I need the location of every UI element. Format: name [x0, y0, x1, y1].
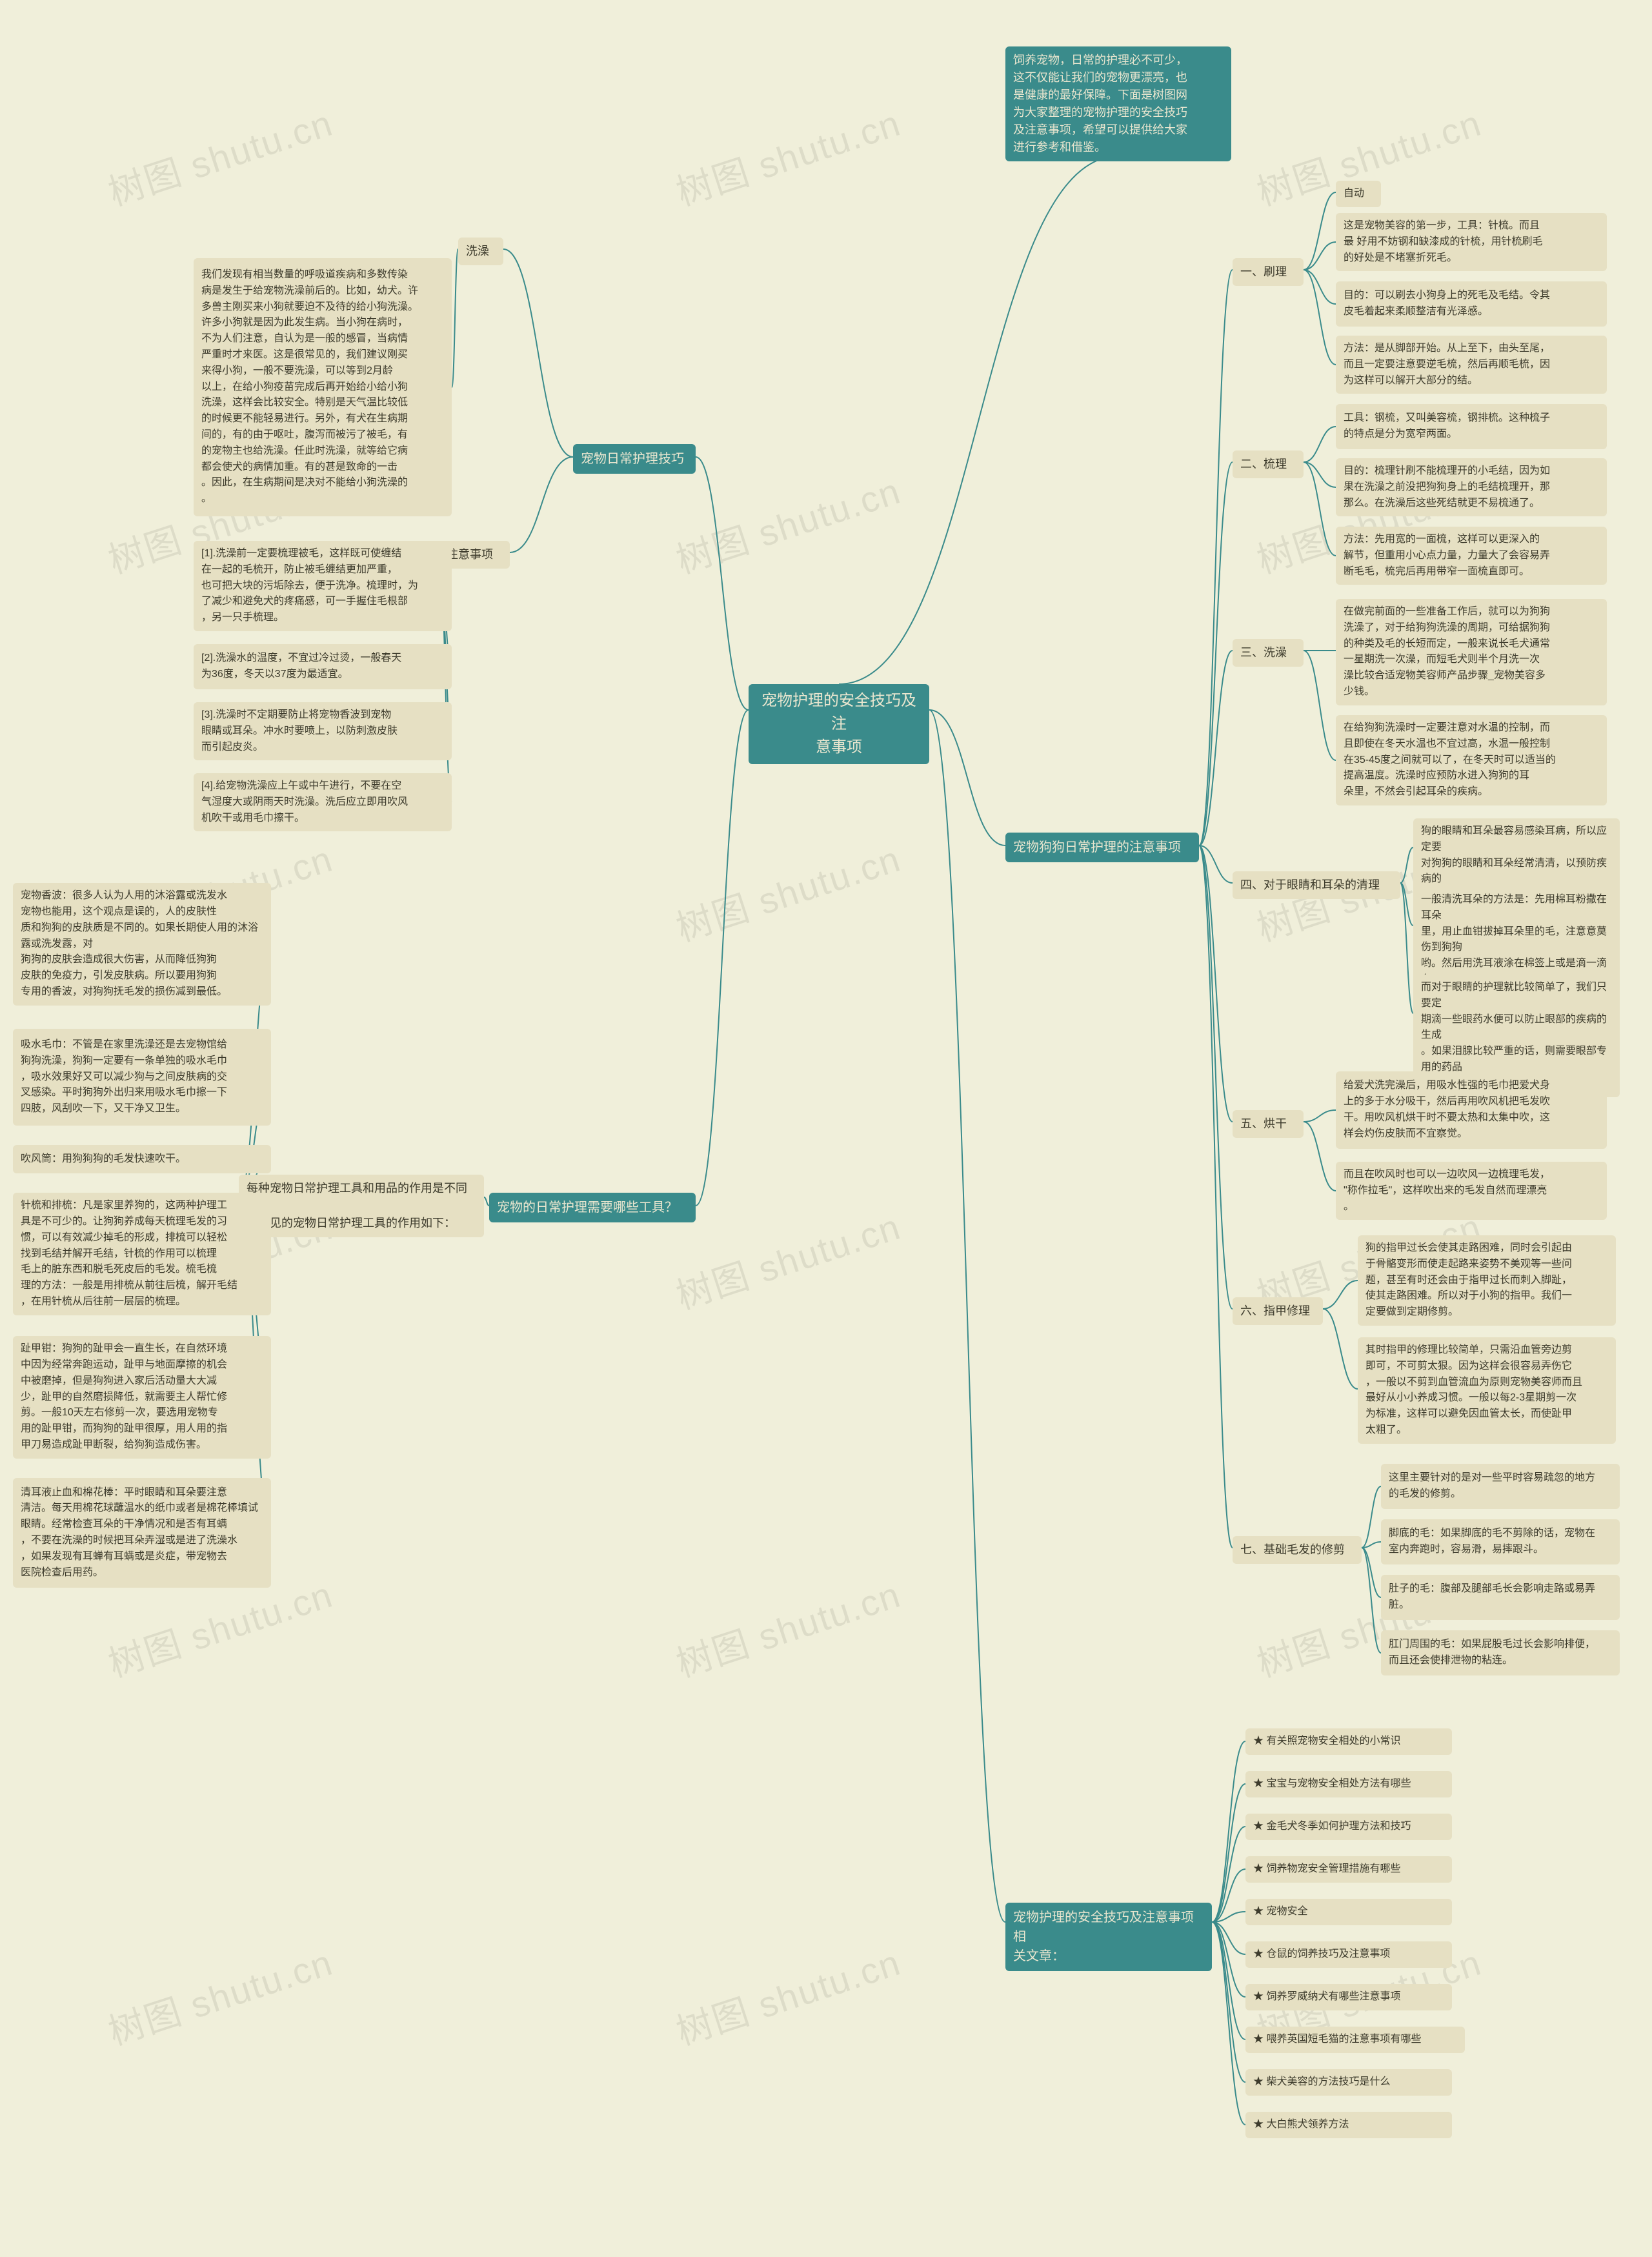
right-leaf-0-1-0: 工具：钢梳，又叫美容梳，钢排梳。这种梳子 的特点是分为宽窄两面。: [1336, 404, 1607, 449]
left-leaf-0-0-0: 我们发现有相当数量的呼吸道疾病和多数传染 病是发生于给宠物洗澡前后的。比如，幼犬…: [194, 258, 452, 516]
right-branch-leaf-1-9: ★ 大白熊犬领养方法: [1245, 2112, 1452, 2138]
right-leaf-0-5-1: 其时指甲的修理比较简单，只需沿血管旁边剪 即可，不可剪太狠。因为这样会很容易弄伤…: [1358, 1337, 1616, 1444]
intro-note: 饲养宠物，日常的护理必不可少， 这不仅能让我们的宠物更漂亮，也 是健康的最好保障…: [1005, 46, 1231, 161]
right-leaf-0-0-0: 自动: [1336, 181, 1381, 207]
right-leaf-0-6-3: 肛门周围的毛：如果屁股毛过长会影响排便， 而且还会使排泄物的粘连。: [1381, 1630, 1620, 1675]
right-branch-leaf-1-8: ★ 柴犬美容的方法技巧是什么: [1245, 2069, 1452, 2096]
watermark: 树图 shutu.cn: [101, 94, 339, 216]
right-sub-0-3: 四、对于眼睛和耳朵的清理: [1233, 871, 1400, 899]
left-sub-0-0: 洗澡: [458, 238, 503, 265]
left-branch-1: 宠物的日常护理需要哪些工具？: [489, 1193, 696, 1222]
left-leaf-1-0-4: 趾甲钳：狗狗的趾甲会一直生长，在自然环境 中因为经常奔跑运动，趾甲与地面摩擦的机…: [13, 1336, 271, 1459]
right-branch-0: 宠物狗狗日常护理的注意事项: [1005, 833, 1199, 862]
right-leaf-0-6-0: 这里主要针对的是对一些平时容易疏忽的地方 的毛发的修剪。: [1381, 1464, 1620, 1509]
right-sub-0-0: 一、刷理: [1233, 258, 1304, 286]
right-leaf-0-2-0: 在做完前面的一些准备工作后，就可以为狗狗 洗澡了，对于给狗狗洗澡的周期，可给据狗…: [1336, 599, 1607, 705]
watermark: 树图 shutu.cn: [669, 1566, 907, 1688]
left-leaf-1-0-3: 针梳和排梳：凡是家里养狗的，这两种护理工 具是不可少的。让狗狗养成每天梳理毛发的…: [13, 1193, 271, 1315]
left-sub-1-0: 每种宠物日常护理工具和用品的作用是不同的 ，常见的宠物日常护理工具的作用如下：: [239, 1175, 484, 1237]
right-branch-leaf-1-6: ★ 饲养罗威纳犬有哪些注意事项: [1245, 1984, 1452, 2010]
right-branch-leaf-1-5: ★ 仓鼠的饲养技巧及注意事项: [1245, 1941, 1452, 1968]
right-branch-1: 宠物护理的安全技巧及注意事项相 关文章：: [1005, 1903, 1212, 1971]
watermark: 树图 shutu.cn: [669, 94, 907, 216]
right-leaf-0-2-1: 在给狗狗洗澡时一定要注意对水温的控制，而 且即使在冬天水温也不宜过高，水温一般控…: [1336, 715, 1607, 805]
right-leaf-0-0-3: 方法：是从脚部开始。从上至下，由头至尾， 而且一定要注意要逆毛梳，然后再顺毛梳，…: [1336, 336, 1607, 394]
right-leaf-0-6-2: 肚子的毛：腹部及腿部毛长会影响走路或易弄 脏。: [1381, 1575, 1620, 1620]
right-sub-0-6: 七、基础毛发的修剪: [1233, 1536, 1362, 1564]
right-leaf-0-0-2: 目的：可以刷去小狗身上的死毛及毛结。令其 皮毛着起来柔顺整洁有光泽感。: [1336, 281, 1607, 327]
right-leaf-0-0-1: 这是宠物美容的第一步，工具：针梳。而且 最 好用不妨钢和缺漆成的针梳，用针梳刷毛…: [1336, 213, 1607, 271]
left-leaf-1-0-0: 宠物香波：很多人认为人用的沐浴露或洗发水 宠物也能用，这个观点是误的，人的皮肤性…: [13, 883, 271, 1006]
left-leaf-1-0-2: 吹风筒：用狗狗狗的毛发快速吹干。: [13, 1145, 271, 1173]
right-leaf-0-4-1: 而且在吹风时也可以一边吹风一边梳理毛发， "称作拉毛"，这样吹出来的毛发自然而理…: [1336, 1162, 1607, 1220]
right-branch-leaf-1-7: ★ 喂养英国短毛猫的注意事项有哪些: [1245, 2027, 1465, 2053]
left-leaf-0-1-0: [1].洗澡前一定要梳理被毛，这样既可使缠结 在一起的毛梳开，防止被毛缠结更加严…: [194, 541, 452, 631]
watermark: 树图 shutu.cn: [669, 830, 907, 952]
mindmap-canvas: 树图 shutu.cn 树图 shutu.cn 树图 shutu.cn 树图 shut…: [0, 0, 1652, 2257]
watermark: 树图 shutu.cn: [669, 1934, 907, 2056]
watermark: 树图 shutu.cn: [101, 1934, 339, 2056]
left-branch-0: 宠物日常护理技巧: [573, 444, 696, 474]
right-leaf-0-4-0: 给爱犬洗完澡后，用吸水性强的毛巾把爱犬身 上的多于水分吸干，然后再用吹风机把毛发…: [1336, 1071, 1607, 1149]
right-sub-0-1: 二、梳理: [1233, 450, 1304, 478]
right-leaf-0-5-0: 狗的指甲过长会使其走路困难，同时会引起由 于骨骼变形而使走起路来姿势不美观等一些…: [1358, 1235, 1616, 1326]
left-leaf-0-1-2: [3].洗澡时不定期要防止将宠物香波到宠物 眼睛或耳朵。冲水时要喷上，以防刺激皮…: [194, 702, 452, 760]
right-branch-leaf-1-4: ★ 宠物安全: [1245, 1899, 1452, 1925]
right-branch-leaf-1-3: ★ 饲养物宠安全管理措施有哪些: [1245, 1856, 1452, 1883]
right-branch-leaf-1-0: ★ 有关照宠物安全相处的小常识: [1245, 1728, 1452, 1755]
left-leaf-0-1-3: [4].给宠物洗澡应上午或中午进行，不要在空 气湿度大或阴雨天时洗澡。洗后应立即…: [194, 773, 452, 831]
watermark: 树图 shutu.cn: [669, 1198, 907, 1320]
watermark: 树图 shutu.cn: [669, 462, 907, 584]
center-topic: 宠物护理的安全技巧及注 意事项: [749, 684, 929, 764]
right-branch-leaf-1-2: ★ 金毛犬冬季如何护理方法和技巧: [1245, 1814, 1452, 1840]
right-sub-0-4: 五、烘干: [1233, 1110, 1304, 1138]
left-leaf-0-1-1: [2].洗澡水的温度，不宜过冷过烫，一般春天 为36度，冬天以37度为最适宜。: [194, 644, 452, 689]
right-sub-0-2: 三、洗澡: [1233, 639, 1304, 667]
right-leaf-0-1-1: 目的：梳理针刷不能梳理开的小毛结，因为如 果在洗澡之前没把狗狗身上的毛结梳理开，…: [1336, 458, 1607, 516]
left-leaf-1-0-1: 吸水毛巾：不管是在家里洗澡还是去宠物馆给 狗狗洗澡，狗狗一定要有一条单独的吸水毛…: [13, 1029, 271, 1126]
left-leaf-1-0-5: 清耳液止血和棉花棒：平时眼睛和耳朵要注意 清洁。每天用棉花球蘸温水的纸巾或者是棉…: [13, 1478, 271, 1588]
right-sub-0-5: 六、指甲修理: [1233, 1297, 1323, 1325]
right-leaf-0-6-1: 脚底的毛：如果脚底的毛不剪除的话，宠物在 室内奔跑时，容易滑，易摔跟斗。: [1381, 1519, 1620, 1564]
right-branch-leaf-1-1: ★ 宝宝与宠物安全相处方法有哪些: [1245, 1771, 1452, 1797]
right-leaf-0-1-2: 方法：先用宽的一面梳，这样可以更深入的 解节，但重用小心点力量，力量大了会容易弄…: [1336, 527, 1607, 585]
